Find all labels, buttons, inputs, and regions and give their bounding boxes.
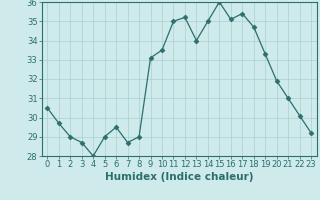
X-axis label: Humidex (Indice chaleur): Humidex (Indice chaleur)	[105, 172, 253, 182]
